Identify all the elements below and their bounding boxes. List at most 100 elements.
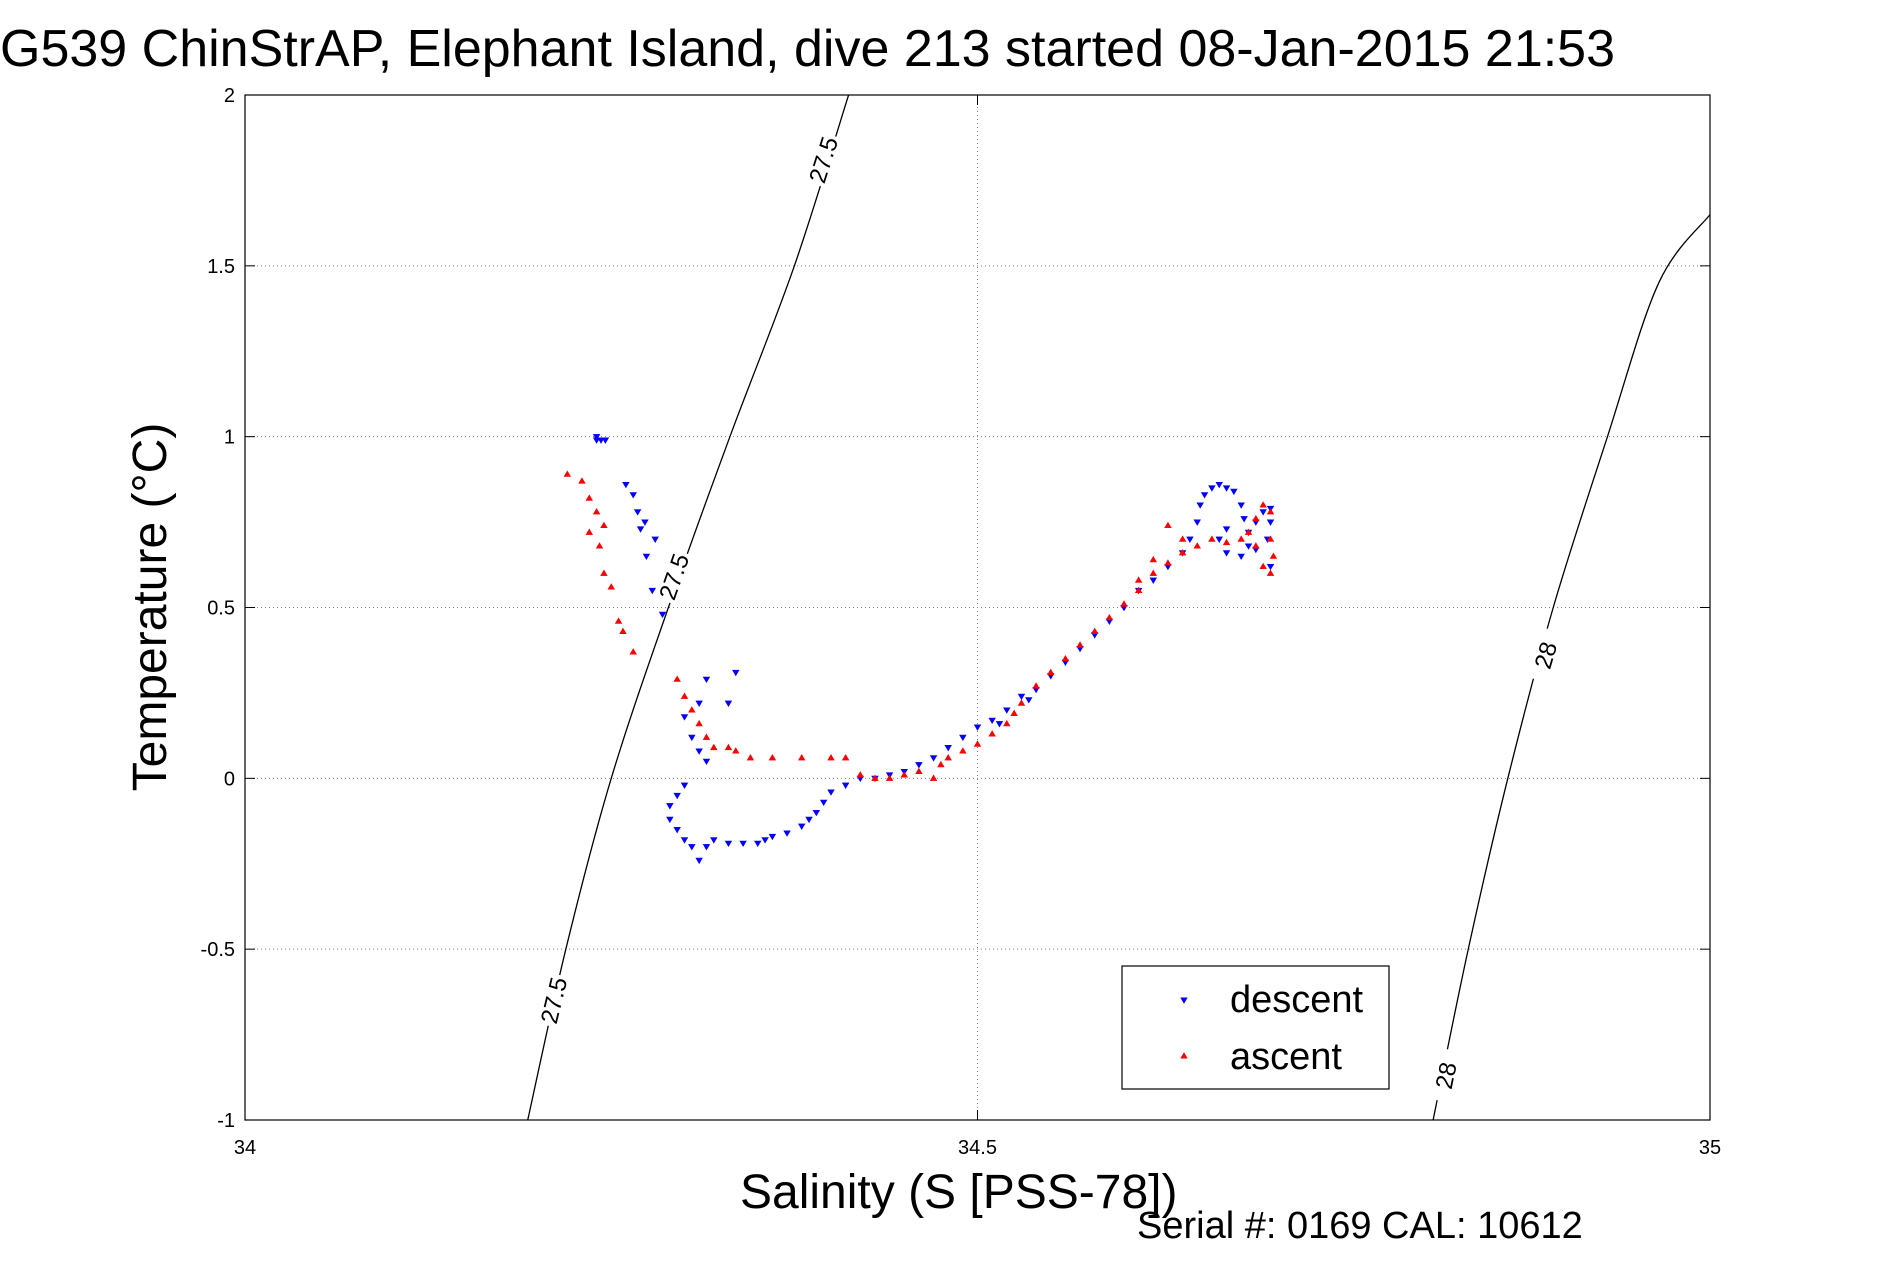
x-tick-label: 35 <box>1699 1137 1721 1159</box>
grid <box>245 95 1710 1120</box>
descent-point <box>1196 502 1204 509</box>
descent-point <box>695 857 703 865</box>
x-axis-label: Salinity (S [PSS-78]) <box>740 1166 1177 1219</box>
ascent-point <box>1164 521 1172 529</box>
ascent-point <box>1222 538 1231 546</box>
ascent-point <box>856 771 865 778</box>
descent-point <box>988 717 996 725</box>
descent-point <box>633 509 642 516</box>
descent-point <box>915 762 923 769</box>
ascent-point <box>1090 627 1099 634</box>
ascent-point <box>695 719 703 727</box>
descent-point <box>702 758 711 766</box>
legend-marker-descent <box>1180 997 1188 1004</box>
contour-line-28 <box>1432 214 1710 1120</box>
ascent-point <box>1266 535 1275 542</box>
ascent-point <box>1193 542 1201 549</box>
ascent-point <box>702 733 711 740</box>
contour-label-bg <box>535 972 573 1029</box>
descent-point <box>695 748 703 755</box>
descent-point <box>812 809 821 817</box>
legend-marker-ascent-shape <box>1180 1052 1188 1059</box>
descent-point <box>1215 536 1223 543</box>
descent-point <box>768 833 777 841</box>
descent-point <box>658 611 667 619</box>
data-series <box>563 434 1278 865</box>
descent-point <box>688 844 696 851</box>
ascent-point <box>1061 654 1070 662</box>
ascent-point <box>827 754 835 761</box>
y-tick-label: 1.5 <box>207 256 235 278</box>
ascent-point <box>973 740 982 747</box>
descent-point <box>1222 526 1231 533</box>
legend-box <box>1121 965 1390 1090</box>
ascent-point <box>1252 542 1260 549</box>
ascent-point <box>600 569 608 576</box>
descent-point <box>651 536 659 543</box>
descent-point <box>710 837 718 844</box>
ascent-point <box>1252 514 1260 522</box>
descent-point <box>666 803 674 810</box>
descent-point <box>797 823 806 830</box>
descent-point <box>1244 543 1253 550</box>
ascent-point <box>1259 562 1267 570</box>
ascent-point <box>797 754 806 761</box>
contour-label-bg <box>1526 626 1566 684</box>
ascent-point <box>710 743 718 751</box>
legend-label-ascent: ascent <box>1230 1036 1342 1078</box>
descent-point <box>1222 485 1231 492</box>
ascent-point <box>885 774 894 781</box>
descent-point <box>1266 519 1275 526</box>
descent-point <box>1208 485 1216 492</box>
descent-point <box>695 700 703 707</box>
ascent-point <box>1237 535 1245 542</box>
ascent-point <box>688 706 696 713</box>
x-tick-label: 34 <box>234 1137 256 1159</box>
descent-point <box>1259 509 1267 516</box>
ascent-point <box>959 747 967 754</box>
descent-point <box>673 792 681 800</box>
ascent-point <box>1032 682 1040 689</box>
descent-point <box>959 734 967 742</box>
descent-point <box>642 553 651 561</box>
contour-label-bg <box>653 547 696 606</box>
ascent-point <box>629 648 637 655</box>
ascent-point <box>1266 508 1275 515</box>
descent-point <box>1149 577 1158 584</box>
descent-point <box>1237 502 1245 509</box>
descent-point <box>680 837 689 844</box>
y-tick-label: 1 <box>224 427 235 449</box>
ascent-point <box>614 617 623 624</box>
descent-point <box>1266 563 1275 571</box>
ascent-point <box>944 754 952 761</box>
descent-point <box>1240 516 1248 523</box>
descent-point <box>1230 488 1238 496</box>
descent-point <box>783 830 791 837</box>
y-tick-label: 2 <box>224 85 235 107</box>
descent-point <box>1222 550 1231 557</box>
legend-marker-ascent <box>1180 1052 1188 1059</box>
descent-point <box>648 587 656 595</box>
ascent-point <box>607 583 615 590</box>
ascent-point <box>929 774 938 781</box>
y-tick-label: -1 <box>217 1110 235 1132</box>
ascent-point <box>1010 709 1018 716</box>
descent-point <box>601 437 610 444</box>
ascent-point <box>1003 719 1011 727</box>
descent-point <box>1193 519 1201 526</box>
contour-label-28: 28 <box>1431 1060 1463 1092</box>
ascent-point <box>673 675 681 682</box>
descent-point <box>724 840 733 848</box>
axis-ticks: 34 34.5 35 -1 -0.5 0 0.5 1 1.5 2 <box>201 85 1722 1159</box>
descent-point <box>1215 481 1223 489</box>
descent-point <box>636 526 645 533</box>
ascent-point <box>600 521 608 529</box>
ascent-point <box>1259 501 1267 508</box>
descent-point <box>1186 536 1194 543</box>
descent-point <box>805 816 813 824</box>
descent-point <box>841 782 850 789</box>
ascent-point <box>841 754 850 761</box>
ascent-point <box>900 771 908 778</box>
ascent-point <box>1134 576 1143 583</box>
